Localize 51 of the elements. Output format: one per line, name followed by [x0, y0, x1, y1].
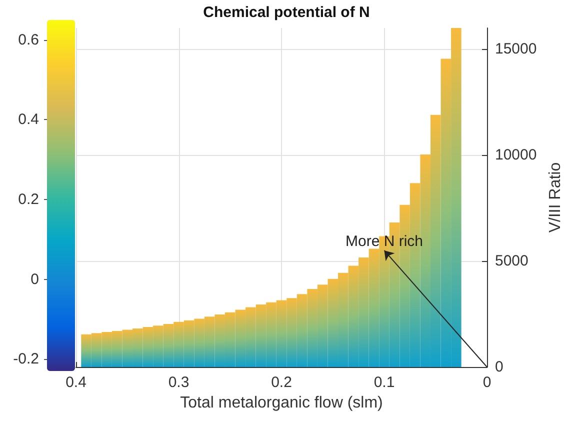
bar	[317, 284, 328, 367]
color-bar-label: 0	[30, 270, 39, 288]
bar	[276, 300, 287, 367]
chart-title: Chemical potential of N	[203, 4, 370, 21]
bar	[132, 328, 143, 367]
bar	[81, 334, 92, 367]
bar	[296, 294, 308, 367]
bar	[256, 304, 266, 367]
bar	[184, 320, 194, 367]
bar	[420, 154, 430, 367]
bar	[194, 318, 204, 367]
x-tick-label: 0.4	[66, 374, 86, 391]
bar	[368, 248, 380, 367]
bar	[204, 316, 215, 367]
y-tick-label: 10000	[495, 146, 537, 164]
color-bar-label: 0.6	[18, 31, 39, 48]
bar	[286, 298, 297, 367]
bar	[430, 114, 441, 367]
bar	[224, 312, 236, 367]
bar	[451, 28, 462, 367]
color-bar-label: 0.4	[18, 111, 39, 128]
bar	[266, 302, 276, 367]
x-tick-label: 0	[482, 374, 492, 391]
bar	[214, 314, 225, 367]
bar	[142, 326, 154, 367]
bar	[358, 257, 369, 367]
bar	[174, 322, 184, 367]
bar	[307, 289, 318, 367]
bar	[338, 272, 348, 367]
bar	[153, 326, 164, 367]
bar	[348, 266, 359, 367]
bar	[440, 58, 452, 367]
annotation: More N rich	[345, 233, 424, 250]
x-tick-label: 0.3	[168, 374, 190, 391]
bar	[102, 332, 112, 367]
y-tick-label: 5000	[495, 252, 528, 270]
x-tick-label: 0.1	[374, 374, 395, 391]
bar	[328, 278, 338, 367]
y-axis-title: V/III Ratio	[547, 162, 564, 233]
bar	[112, 330, 122, 367]
color-bar-label: 0.2	[18, 190, 39, 208]
bar	[122, 330, 133, 367]
x-axis-title: Total metalorganic flow (slm)	[180, 394, 383, 412]
x-tick-label: 0.2	[271, 374, 292, 391]
bar	[235, 310, 246, 367]
bar	[163, 324, 174, 367]
bar	[246, 307, 256, 367]
color-bar-label: -0.2	[13, 350, 39, 368]
y-tick-label: 0	[495, 358, 504, 376]
y-tick-label: 15000	[495, 40, 537, 58]
bar	[91, 333, 102, 367]
